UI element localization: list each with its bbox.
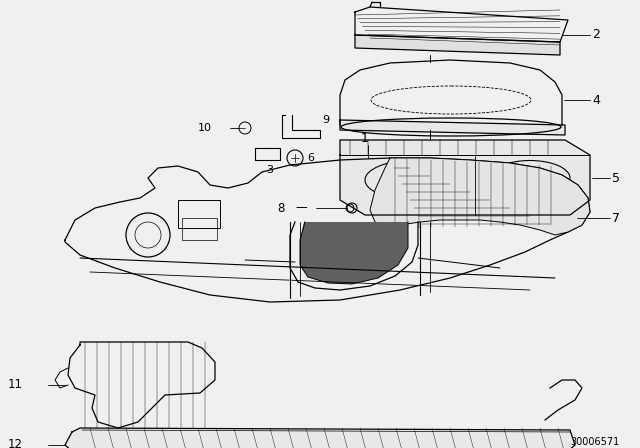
Text: 4: 4 — [592, 94, 600, 107]
Text: 11: 11 — [8, 379, 23, 392]
Polygon shape — [340, 140, 590, 215]
Polygon shape — [355, 35, 560, 55]
Polygon shape — [300, 222, 408, 284]
Text: 7: 7 — [612, 211, 620, 224]
Polygon shape — [65, 158, 590, 302]
Text: 9: 9 — [322, 115, 329, 125]
Polygon shape — [65, 428, 575, 448]
Bar — [182, 218, 217, 240]
Polygon shape — [340, 120, 565, 135]
Text: 2: 2 — [592, 29, 600, 42]
Polygon shape — [370, 158, 590, 235]
Polygon shape — [355, 7, 568, 42]
Text: 3: 3 — [266, 165, 273, 175]
Text: 5: 5 — [612, 172, 620, 185]
Text: 6: 6 — [307, 153, 314, 163]
Polygon shape — [68, 342, 215, 428]
Text: —: — — [295, 202, 307, 215]
Bar — [178, 200, 220, 228]
Text: 1: 1 — [361, 132, 369, 145]
Text: 8: 8 — [278, 202, 285, 215]
Text: 10: 10 — [198, 123, 212, 133]
Text: 30006571: 30006571 — [570, 437, 620, 447]
Text: 12: 12 — [8, 439, 23, 448]
